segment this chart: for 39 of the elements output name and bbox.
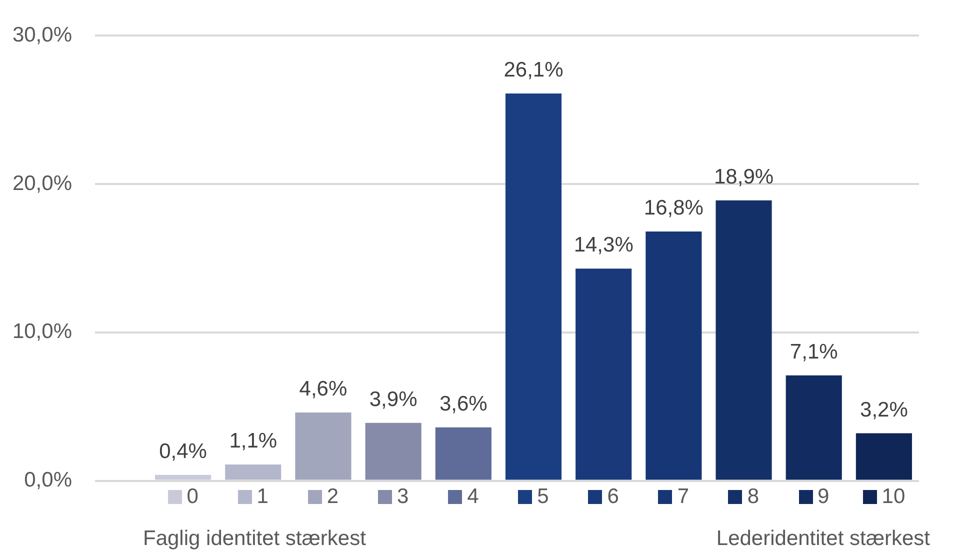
x-tick-label: 9 (818, 485, 830, 508)
data-label: 26,1% (504, 58, 564, 82)
x-tick-label: 10 (882, 485, 906, 508)
data-label: 0,4% (159, 440, 207, 463)
data-label: 1,1% (229, 429, 278, 452)
bar (365, 422, 422, 480)
x-tick-label: 7 (677, 485, 690, 508)
bar (225, 464, 282, 480)
data-label: 4,6% (299, 378, 348, 401)
bar (155, 474, 212, 480)
x-tick-label: 3 (396, 485, 409, 508)
bar (786, 375, 842, 480)
bar (576, 268, 632, 480)
data-label: 3,6% (439, 392, 488, 416)
bar (505, 93, 562, 480)
data-label: 14,3% (574, 234, 634, 257)
text: Faglig identitet stærkest (143, 527, 366, 550)
data-label: 16,8% (644, 196, 704, 220)
x-tick-label: 1 (256, 485, 268, 508)
bar (646, 231, 702, 480)
y-tick-label: 20,0% (12, 172, 72, 195)
bar (856, 433, 912, 480)
x-tick-label: 0 (186, 485, 198, 508)
bar (295, 412, 352, 480)
y-tick-label: 30,0% (12, 23, 72, 46)
data-label: 3,2% (860, 398, 908, 422)
x-tick-label: 6 (607, 485, 619, 508)
y-tick-label: 10,0% (12, 320, 72, 344)
x-tick-label: 4 (467, 485, 480, 508)
x-tick-label: 8 (747, 485, 760, 508)
bar (716, 200, 772, 480)
y-tick-label: 0,0% (24, 468, 72, 492)
data-label: 18,9% (714, 165, 774, 188)
bar (435, 427, 492, 480)
text: Lederidentitet stærkest (716, 527, 930, 550)
x-tick-label: 2 (326, 485, 339, 508)
x-tick-label: 5 (537, 485, 549, 508)
data-label: 7,1% (790, 340, 838, 364)
data-label: 3,9% (369, 388, 418, 411)
